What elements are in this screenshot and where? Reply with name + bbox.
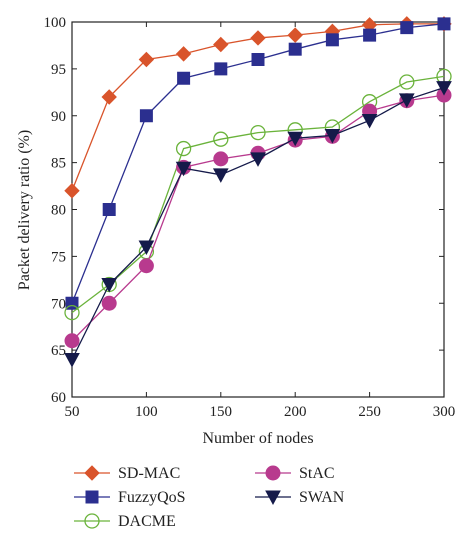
legend-marker-stac xyxy=(265,465,281,481)
data-point-fuzzyqos xyxy=(325,33,339,47)
data-point-swan xyxy=(287,131,304,147)
legend-label-swan: SWAN xyxy=(299,489,345,506)
legend-item-sd-mac: SD-MAC xyxy=(74,465,180,482)
data-point-fuzzyqos xyxy=(214,62,228,76)
data-point-dacme xyxy=(250,124,266,141)
y-tick-label: 100 xyxy=(44,15,67,31)
data-point-sd-mac xyxy=(175,46,192,62)
series-layer xyxy=(64,16,452,368)
data-point-swan xyxy=(250,152,266,167)
x-tick-label: 100 xyxy=(135,404,158,420)
data-point-sd-mac xyxy=(213,36,229,53)
y-tick-label: 85 xyxy=(51,156,66,172)
y-tick-label: 60 xyxy=(51,390,66,406)
data-point-swan xyxy=(361,113,378,129)
series-line-stac xyxy=(71,94,445,342)
legend-label-sd-mac: SD-MAC xyxy=(118,465,180,482)
x-tick-label: 50 xyxy=(65,404,80,420)
x-tick-label: 200 xyxy=(284,404,307,420)
legend-item-stac: StAC xyxy=(255,465,335,482)
data-point-sd-mac xyxy=(287,27,303,43)
y-axis-label: Packet delivery ratio (%) xyxy=(16,130,33,290)
legend-label-stac: StAC xyxy=(299,465,335,482)
legend: SD-MAC FuzzyQoS DACME StAC SWAN xyxy=(74,465,345,530)
data-point-fuzzyqos xyxy=(437,17,451,31)
data-point-dacme xyxy=(399,74,415,90)
legend-item-fuzzyqos: FuzzyQoS xyxy=(74,489,186,506)
legend-marker-dacme xyxy=(84,513,100,529)
data-point-fuzzyqos xyxy=(177,71,191,85)
y-tick-label: 90 xyxy=(51,109,66,125)
legend-label-fuzzyqos: FuzzyQoS xyxy=(118,489,186,506)
data-point-swan xyxy=(138,240,155,256)
legend-marker-swan xyxy=(265,490,281,506)
data-point-fuzzyqos xyxy=(400,21,414,35)
y-tick-label: 95 xyxy=(51,62,66,78)
x-tick-label: 250 xyxy=(358,404,381,420)
x-tick-label: 300 xyxy=(433,404,456,420)
legend-marker-sd-mac xyxy=(84,465,100,481)
series-swan xyxy=(64,81,452,368)
legend-marker-fuzzyqos xyxy=(85,490,99,504)
data-point-swan xyxy=(212,168,229,183)
x-tick-label: 150 xyxy=(210,404,233,420)
data-point-swan xyxy=(324,128,341,144)
data-point-swan xyxy=(398,93,415,108)
data-point-sd-mac xyxy=(250,30,266,46)
series-fuzzyqos xyxy=(65,17,451,310)
data-point-fuzzyqos xyxy=(288,42,302,56)
data-point-swan xyxy=(175,161,192,177)
data-point-sd-mac xyxy=(138,51,155,68)
data-point-fuzzyqos xyxy=(251,53,265,66)
data-point-sd-mac xyxy=(64,183,80,199)
series-line-dacme xyxy=(71,75,445,314)
y-tick-label: 80 xyxy=(51,203,66,219)
legend-label-dacme: DACME xyxy=(118,513,176,530)
data-point-swan xyxy=(64,353,80,368)
data-point-dacme xyxy=(213,131,229,147)
y-tick-label: 65 xyxy=(51,343,66,359)
data-point-dacme xyxy=(64,304,80,321)
data-point-swan xyxy=(436,81,452,96)
data-point-swan xyxy=(101,278,118,293)
data-point-dacme xyxy=(175,140,192,157)
data-point-sd-mac xyxy=(101,89,117,105)
x-axis: 50 100 150 200 250 300 xyxy=(65,22,456,420)
data-point-stac xyxy=(138,258,154,274)
y-tick-label: 70 xyxy=(51,296,66,312)
legend-item-swan: SWAN xyxy=(255,489,345,506)
data-point-stac xyxy=(64,333,80,349)
y-axis: 60 65 70 75 80 85 90 95 100 xyxy=(44,15,444,406)
y-tick-label: 75 xyxy=(51,249,66,265)
data-point-stac xyxy=(101,295,117,311)
data-point-fuzzyqos xyxy=(102,203,116,216)
series-stac xyxy=(64,87,452,349)
data-point-fuzzyqos xyxy=(139,109,153,123)
legend-item-dacme: DACME xyxy=(74,513,176,530)
data-point-fuzzyqos xyxy=(363,28,377,42)
x-axis-label: Number of nodes xyxy=(202,430,313,447)
data-point-stac xyxy=(213,151,229,167)
series-line-swan xyxy=(71,87,445,360)
